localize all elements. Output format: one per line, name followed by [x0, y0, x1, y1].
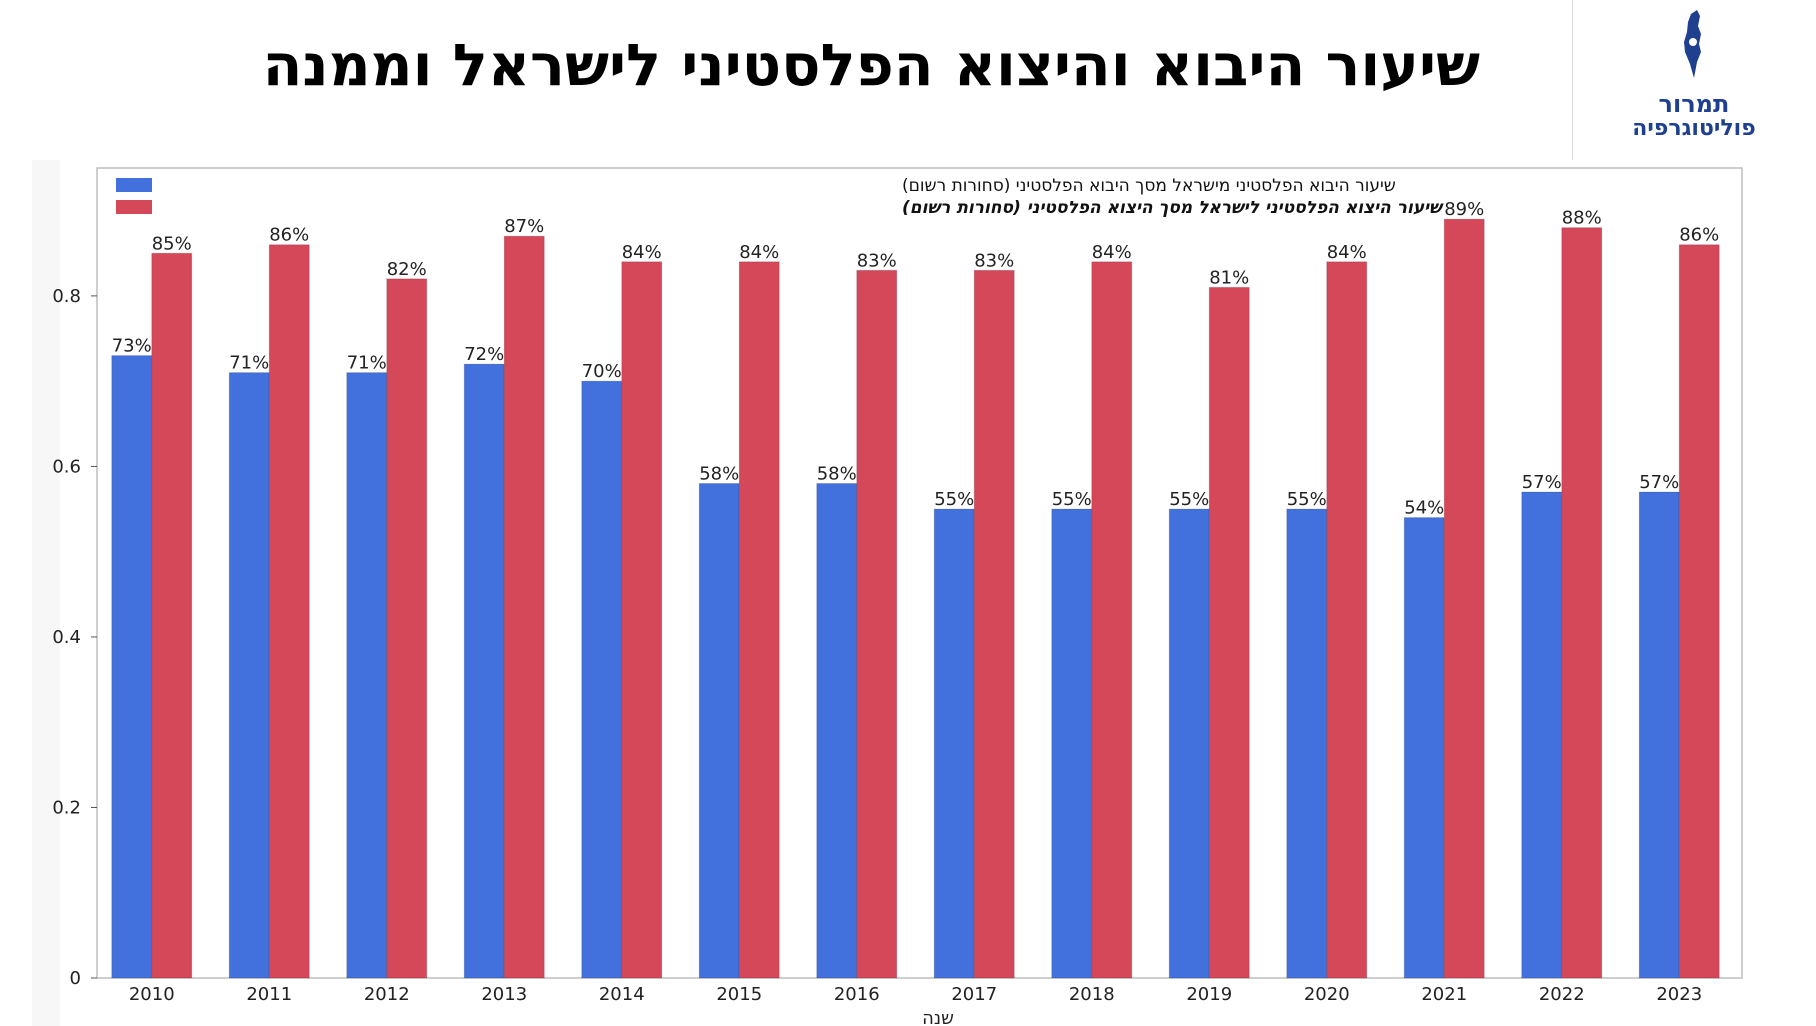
import-bar [817, 483, 857, 978]
chart-area: 0 0.2 0.4 0.6 0.8 73% 85% 2010 71% 86% 2011 71% 82% 2… [32, 160, 1804, 1026]
export-value-label: 86% [1679, 225, 1719, 246]
export-bar [1327, 262, 1367, 978]
export-bar [1562, 228, 1602, 978]
y-tick-label: 0.4 [52, 627, 81, 648]
x-tick-label: 2014 [599, 984, 645, 1005]
legend-label-import: שיעור היבוא הפלסטיני מישראל מסך היבוא הפ… [902, 176, 1396, 196]
x-tick-label: 2021 [1421, 984, 1467, 1005]
export-bar [1209, 287, 1249, 978]
import-value-label: 71% [229, 353, 269, 374]
x-tick-label: 2015 [716, 984, 762, 1005]
export-value-label: 84% [622, 242, 662, 263]
import-value-label: 55% [1287, 489, 1327, 510]
x-tick-label: 2013 [481, 984, 527, 1005]
israel-map-icon [1573, 0, 1815, 90]
import-value-label: 57% [1522, 472, 1562, 493]
import-bar [347, 373, 387, 978]
page-title: שיעור היבוא והיצוא הפלסטיני לישראל וממנה [200, 28, 1480, 102]
import-value-label: 55% [934, 489, 974, 510]
export-value-label: 82% [387, 259, 427, 280]
x-tick-label: 2016 [834, 984, 880, 1005]
import-value-label: 71% [347, 353, 387, 374]
y-tick-label: 0.6 [52, 456, 81, 477]
export-bar [504, 236, 544, 978]
import-value-label: 55% [1052, 489, 1092, 510]
import-bar [934, 509, 974, 978]
x-tick-label: 2022 [1539, 984, 1585, 1005]
export-bar [1444, 219, 1484, 978]
import-value-label: 73% [112, 336, 152, 357]
export-value-label: 84% [1327, 242, 1367, 263]
x-tick-label: 2010 [129, 984, 175, 1005]
import-value-label: 58% [817, 463, 857, 484]
export-bar [1679, 245, 1719, 978]
y-tick-label: 0.2 [52, 797, 81, 818]
logo-line-1: תמרור [1573, 90, 1815, 118]
export-value-label: 88% [1562, 208, 1602, 229]
export-value-label: 83% [974, 250, 1014, 271]
x-tick-label: 2018 [1069, 984, 1115, 1005]
export-value-label: 85% [152, 233, 192, 254]
export-value-label: 84% [1092, 242, 1132, 263]
logo: תמרור פוליטוגרפיה [1572, 0, 1815, 160]
x-tick-label: 2023 [1656, 984, 1702, 1005]
export-value-label: 83% [857, 250, 897, 271]
legend-label-export: שיעור היצוא הפלסטיני לישראל מסך היצוא הפ… [902, 198, 1444, 218]
x-tick-label: 2020 [1304, 984, 1350, 1005]
legend-swatch-export [116, 200, 152, 214]
export-bar [739, 262, 779, 978]
import-bar [464, 364, 504, 978]
import-bar [1639, 492, 1679, 978]
export-bar [1092, 262, 1132, 978]
import-value-label: 55% [1169, 489, 1209, 510]
import-bar [1522, 492, 1562, 978]
import-bar [1287, 509, 1327, 978]
import-bar [1404, 518, 1444, 978]
export-bar [974, 270, 1014, 978]
x-tick-label: 2011 [246, 984, 292, 1005]
x-tick-label: 2012 [364, 984, 410, 1005]
export-bar [269, 245, 309, 978]
export-value-label: 84% [739, 242, 779, 263]
export-bar [152, 253, 192, 978]
import-bar [112, 356, 152, 978]
y-tick-label: 0.8 [52, 286, 81, 307]
import-bar [582, 381, 622, 978]
legend-swatch-import [116, 178, 152, 192]
export-bar [622, 262, 662, 978]
y-tick-label: 0 [70, 968, 81, 989]
import-bar [229, 373, 269, 978]
x-axis-title: שנה [922, 1008, 954, 1026]
import-value-label: 57% [1639, 472, 1679, 493]
export-value-label: 81% [1209, 267, 1249, 288]
x-tick-label: 2019 [1186, 984, 1232, 1005]
import-value-label: 54% [1404, 498, 1444, 519]
import-bar [699, 483, 739, 978]
bar-chart: 0 0.2 0.4 0.6 0.8 73% 85% 2010 71% 86% 2011 71% 82% 2… [32, 160, 1804, 1026]
x-tick-label: 2017 [951, 984, 997, 1005]
export-value-label: 86% [269, 225, 309, 246]
import-value-label: 70% [582, 361, 622, 382]
import-bar [1169, 509, 1209, 978]
import-value-label: 58% [699, 463, 739, 484]
export-bar [387, 279, 427, 978]
import-value-label: 72% [464, 344, 504, 365]
export-value-label: 89% [1444, 199, 1484, 220]
import-bar [1052, 509, 1092, 978]
logo-line-2: פוליטוגרפיה [1573, 116, 1815, 141]
export-value-label: 87% [504, 216, 544, 237]
export-bar [857, 270, 897, 978]
